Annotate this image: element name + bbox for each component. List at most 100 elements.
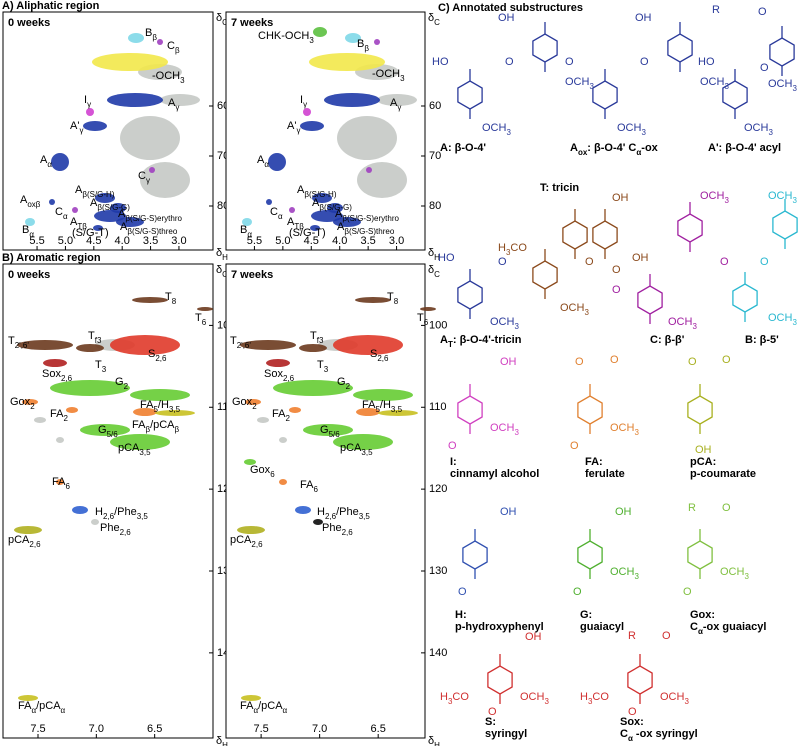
atom-label-part: CO <box>452 691 469 703</box>
atom-label-part: 3 <box>768 128 773 137</box>
peak-label-part: S <box>148 348 155 360</box>
atom-label-part: O <box>612 284 621 296</box>
peak-label-part: 5/6 <box>107 430 119 439</box>
y-tick-label: 100 <box>429 319 447 331</box>
x-axis-label: δH <box>428 247 440 262</box>
cross-peak <box>357 162 407 198</box>
structure-caption: A': β-O-4' acyl <box>708 142 781 154</box>
atom-label-part: 3 <box>684 697 689 706</box>
peak-label-part: α <box>63 212 68 221</box>
peak-label: A'γ <box>70 120 83 135</box>
cross-peak <box>289 207 295 213</box>
peak-label-part: A <box>257 154 265 166</box>
peak-label-part: A <box>120 221 128 233</box>
peak-label-part: T <box>230 335 237 347</box>
peak-label: pCA2,6 <box>230 534 263 549</box>
peak-label: H2,6/Phe3,5 <box>317 506 370 521</box>
structure-caption: Aox: β-O-4' Cα-ox <box>570 142 659 157</box>
peak-label-part: 2,6 <box>120 528 132 537</box>
atom-label: O <box>722 502 731 514</box>
peak-label-part: G <box>98 424 107 436</box>
structure-caption-part: A: β-O-4' <box>440 142 486 154</box>
cross-peak <box>92 53 168 71</box>
structure-caption: Cα -ox syringyl <box>620 728 698 743</box>
y-tick-label: 130 <box>429 565 447 577</box>
peak-label-part: pCA <box>8 534 30 546</box>
peak-label-part: f3 <box>95 336 102 345</box>
peak-label: ATβ <box>70 216 87 231</box>
atom-label-part: 3 <box>792 84 797 93</box>
cross-peak <box>18 695 38 701</box>
atom-label-part: H <box>580 691 588 703</box>
atom-label: OH <box>525 631 542 643</box>
atom-label: OH <box>500 356 517 368</box>
cross-peak <box>49 199 55 205</box>
structure-caption-part: cinnamyl alcohol <box>450 468 539 480</box>
cross-peak <box>377 94 417 106</box>
peak-label-part: /pCA <box>36 700 61 712</box>
cross-peak <box>312 193 332 203</box>
peak-label: T2',6' <box>230 335 251 350</box>
atom-label-part: OCH <box>565 76 590 88</box>
peak-label: Tf3 <box>88 330 102 345</box>
atom-label-part: 3 <box>448 697 453 706</box>
structure-caption-part: S: <box>485 716 496 728</box>
atom-label-part: 3 <box>724 196 729 205</box>
peak-label: Bα <box>22 224 34 239</box>
peak-label: FA6 <box>52 476 70 491</box>
x-axis-label-part: δ <box>428 735 434 746</box>
peak-label-part: /H <box>380 399 391 411</box>
atom-label: O <box>722 354 731 366</box>
peak-label-part: 5/6 <box>329 430 341 439</box>
structure-caption-part: α <box>698 627 703 636</box>
ring <box>487 665 513 695</box>
atom-label: OCH3 <box>768 190 797 205</box>
atom-label-part: O <box>760 256 769 268</box>
atom-label-part: OCH <box>617 122 642 134</box>
peak-label-part: β(S/G-S)threo <box>344 227 394 236</box>
spectrum-frame <box>225 263 426 739</box>
peak-label-part: β(S/G-G) <box>97 203 130 212</box>
atom-label-part: R <box>688 502 696 514</box>
atom-label: O <box>640 56 649 68</box>
section-title: B) Aromatic region <box>2 252 101 264</box>
x-axis-label-part: δ <box>216 735 222 746</box>
peak-label: G5/6 <box>320 424 340 439</box>
x-axis-label: δH <box>428 735 440 746</box>
cross-peak <box>289 407 301 413</box>
peak-label: Iγ <box>300 94 307 109</box>
peak-label-part: C <box>55 206 63 218</box>
x-tick-label: 4.0 <box>115 235 130 247</box>
peak-label-part: FA <box>140 399 154 411</box>
atom-label-part: OCH <box>668 316 693 328</box>
peak-label-part: I <box>300 94 303 106</box>
atom-label-part: O <box>662 630 671 642</box>
atom-label-part: OCH <box>610 422 635 434</box>
peak-label-part: -OCH <box>152 70 180 82</box>
atom-label: O <box>612 284 621 296</box>
peak-label-part: H <box>317 506 325 518</box>
cross-peak <box>313 27 327 37</box>
atom-label-part: 3 <box>792 318 797 327</box>
ring <box>457 395 483 425</box>
atom-label-part: O <box>488 706 497 718</box>
peak-label-part: 8 <box>172 297 177 306</box>
structure-caption: A: β-O-4' <box>440 142 486 154</box>
peak-label-part: Phe <box>322 522 342 534</box>
atom-label: OH <box>695 444 712 456</box>
atom-label: O <box>758 6 767 18</box>
atom-label-part: 3 <box>634 572 639 581</box>
structure-caption: G: <box>580 609 592 621</box>
structure-caption-part: syringyl <box>485 728 527 740</box>
atom-label-part: O <box>505 56 514 68</box>
peak-label-part: 2,6 <box>251 540 263 549</box>
peak-label-part: 2,6 <box>377 354 389 363</box>
structure-caption-part: : β-O-4' C <box>587 142 636 154</box>
peak-label: Aβ(S/G-H) <box>75 184 115 199</box>
peak-label: Bβ <box>357 38 369 53</box>
peak-label: Aα <box>40 154 52 169</box>
cross-peak <box>237 526 265 534</box>
peak-label-part: 3,5 <box>359 512 371 521</box>
y-axis-label-part: δ <box>428 12 434 24</box>
atom-label-part: O <box>573 586 582 598</box>
